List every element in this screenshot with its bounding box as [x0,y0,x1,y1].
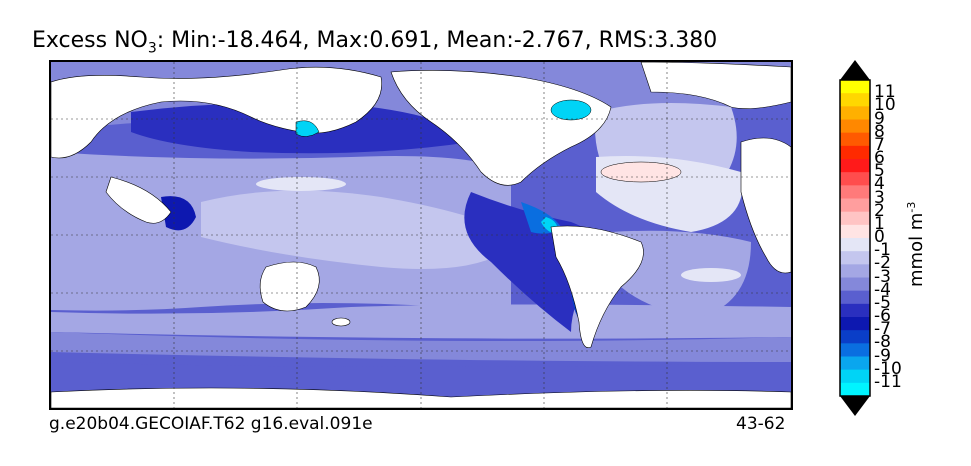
colorbar-swatch [840,132,870,147]
colorbar-swatch [840,264,870,278]
colorbar-swatch [840,172,870,186]
colorbar-swatch [840,198,870,213]
colorbar-swatch [840,277,870,292]
colorbar-tick-label: -10 [874,358,902,379]
south-america [550,225,644,348]
units-base: mmol m [906,212,927,287]
colorbar-tick-label: -3 [874,266,891,287]
colorbar-tick-label: 7 [874,134,885,155]
colorbar [839,60,871,416]
asia-landmass [51,66,383,159]
units-exponent: -3 [905,201,918,213]
colorbar-tick-label: 9 [874,108,885,129]
map-title: Excess NO3: Min:-18.464, Max:0.691, Mean… [32,28,717,56]
pacific-patch [256,177,346,191]
colorbar-swatch [840,106,870,120]
run-id-label: g.e20b04.GECOIAF.T62 g16.eval.091e [49,414,373,434]
colorbar-swatch [840,251,870,265]
title-stats: : Min:-18.464, Max:0.691, Mean:-2.767, R… [156,28,718,53]
colorbar-tick-label: -7 [874,319,891,340]
greenland-europe [640,62,791,109]
colorbar-swatch [840,93,870,107]
graticule [51,62,791,408]
colorbar-tick-label: 5 [874,161,885,182]
north-america [390,70,612,186]
colorbar-under-extension [840,396,870,416]
colorbar-tick-label: 6 [874,148,885,168]
colorbar-swatch [840,185,870,199]
colorbar-swatch [840,119,870,134]
colorbar-units: mmol m-3 [905,202,927,287]
south-band-a [51,304,791,339]
colorbar-tick-label: -4 [874,279,891,300]
south-atlantic-band [611,230,751,317]
year-range-label: 43-62 [736,414,786,434]
colorbar-swatch [840,356,870,371]
atlantic-positive-patch [600,161,682,183]
colorbar-over-extension [840,60,870,80]
pacific-light-band [201,190,521,269]
colorbar-tick-label: 11 [874,82,896,103]
colorbar-tick-label: -6 [874,306,891,326]
ocean-contour-map [51,62,791,408]
colorbar-swatch [840,369,870,384]
colorbar-tick-label: -1 [874,240,891,261]
colorbar-tick-label: -11 [874,371,902,392]
colorbar-swatch [840,343,870,357]
new-zealand [331,317,351,327]
colorbar-tick-label: -2 [874,253,891,274]
colorbar-swatch [840,290,870,305]
africa [740,137,791,274]
colorbar-swatch [840,382,870,397]
colorbar-swatch [840,145,870,160]
south-atlantic-patch [681,268,741,282]
australia [259,261,320,312]
colorbar-swatch [840,159,870,173]
okhotsk-sea [295,120,320,137]
colorbar-swatch [840,211,870,226]
colorbar-tick-label: 2 [874,200,885,221]
colorbar-swatch [840,317,870,331]
hudson-bay [550,99,592,121]
colorbar-swatch [840,330,870,344]
colorbar-swatch [840,80,870,94]
title-subscript: 3 [147,40,157,57]
map-panel [49,60,793,410]
colorbar-tick-label: 3 [874,187,885,208]
colorbar-tick-label: -9 [874,345,891,366]
colorbar-tick-label: -8 [874,332,891,353]
title-prefix: Excess NO [32,28,148,53]
colorbar-tick-label: 8 [874,121,885,142]
colorbar-swatch [840,238,870,252]
colorbar-tick-label: 10 [874,95,896,116]
southeast-asia [105,176,172,224]
colorbar-tick-label: -5 [874,292,891,313]
west-pacific-low [161,196,196,231]
colorbar-swatch [840,224,870,239]
colorbar-tick-label: 4 [874,174,885,195]
colorbar-swatch [840,303,870,318]
colorbar-tick-label: 1 [874,213,885,234]
colorbar-tick-label: 0 [874,227,885,247]
